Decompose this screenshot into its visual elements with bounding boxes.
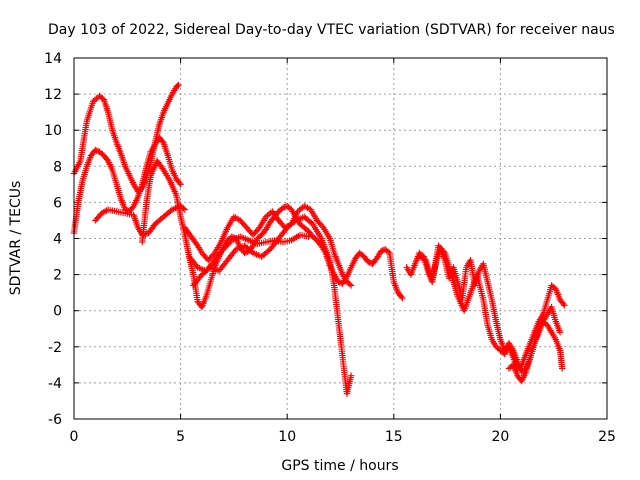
- data-point-track-e: [346, 281, 353, 288]
- y-tick-label: 14: [44, 51, 62, 67]
- y-tick-label: 2: [53, 268, 62, 284]
- x-tick-label: 0: [70, 429, 79, 445]
- data-point-track-b: [175, 81, 182, 89]
- data-point-track-d: [336, 279, 343, 286]
- data-point-track-d: [377, 247, 385, 255]
- x-tick-label: 10: [278, 429, 296, 445]
- data-point-track-i: [440, 248, 447, 255]
- x-axis-label: GPS time / hours: [281, 458, 398, 474]
- data-point-track-f: [221, 244, 228, 252]
- data-point-track-d: [398, 293, 405, 300]
- plot-frame: [73, 57, 608, 420]
- data-point-track-d: [282, 203, 289, 210]
- data-point-track-a: [93, 147, 100, 154]
- data-point-track-a: [92, 146, 99, 154]
- data-point-track-i: [561, 302, 568, 309]
- data-point-track-f: [224, 241, 231, 249]
- data-point-track-e: [210, 251, 217, 258]
- data-point-track-d: [241, 249, 248, 257]
- y-tick-label: 6: [53, 195, 62, 211]
- data-point-track-c: [181, 206, 189, 213]
- y-tick-label: -6: [48, 412, 62, 428]
- data-point-track-e: [347, 282, 355, 289]
- y-tick-label: 8: [53, 159, 62, 175]
- data-point-track-d: [242, 249, 250, 256]
- data-point-track-a: [176, 179, 183, 187]
- data-point-track-e: [318, 223, 326, 230]
- data-markers: [70, 81, 568, 397]
- data-point-track-f: [222, 243, 230, 250]
- data-point-track-f: [305, 233, 312, 240]
- data-point-track-d: [399, 294, 406, 302]
- x-tick-label: 25: [598, 429, 616, 445]
- y-tick-label: 0: [53, 304, 62, 320]
- data-point-track-e: [193, 241, 200, 248]
- data-point-track-h: [556, 329, 564, 336]
- data-point-track-d: [380, 246, 388, 254]
- data-point-track-g: [347, 372, 355, 379]
- x-tick-label: 15: [385, 429, 403, 445]
- data-point-track-e: [255, 225, 262, 233]
- y-tick-label: -4: [48, 376, 62, 392]
- data-point-track-d: [159, 165, 166, 172]
- x-tick-label: 5: [176, 429, 185, 445]
- data-point-track-f: [220, 246, 227, 253]
- data-point-track-a: [177, 181, 184, 188]
- y-tick-label: -2: [48, 340, 62, 356]
- data-point-track-f: [225, 240, 233, 247]
- y-tick-label: 4: [53, 232, 62, 248]
- y-axis-label: SDTVAR / TECUs: [8, 181, 24, 296]
- x-tick-label: 20: [491, 429, 509, 445]
- chart-title: Day 103 of 2022, Sidereal Day-to-day VTE…: [48, 22, 615, 38]
- tick-labels: 0 5 10 15 20 25 -6 -4 -2 0 2 4 6 8 10 12 14: [44, 51, 616, 445]
- y-tick-label: 12: [44, 87, 62, 103]
- data-point-track-d: [384, 248, 392, 255]
- data-point-track-b: [174, 82, 181, 90]
- data-point-track-i: [560, 300, 567, 308]
- data-point-track-d: [279, 204, 287, 212]
- y-tick-label: 10: [44, 123, 62, 139]
- data-point-track-j: [559, 365, 566, 372]
